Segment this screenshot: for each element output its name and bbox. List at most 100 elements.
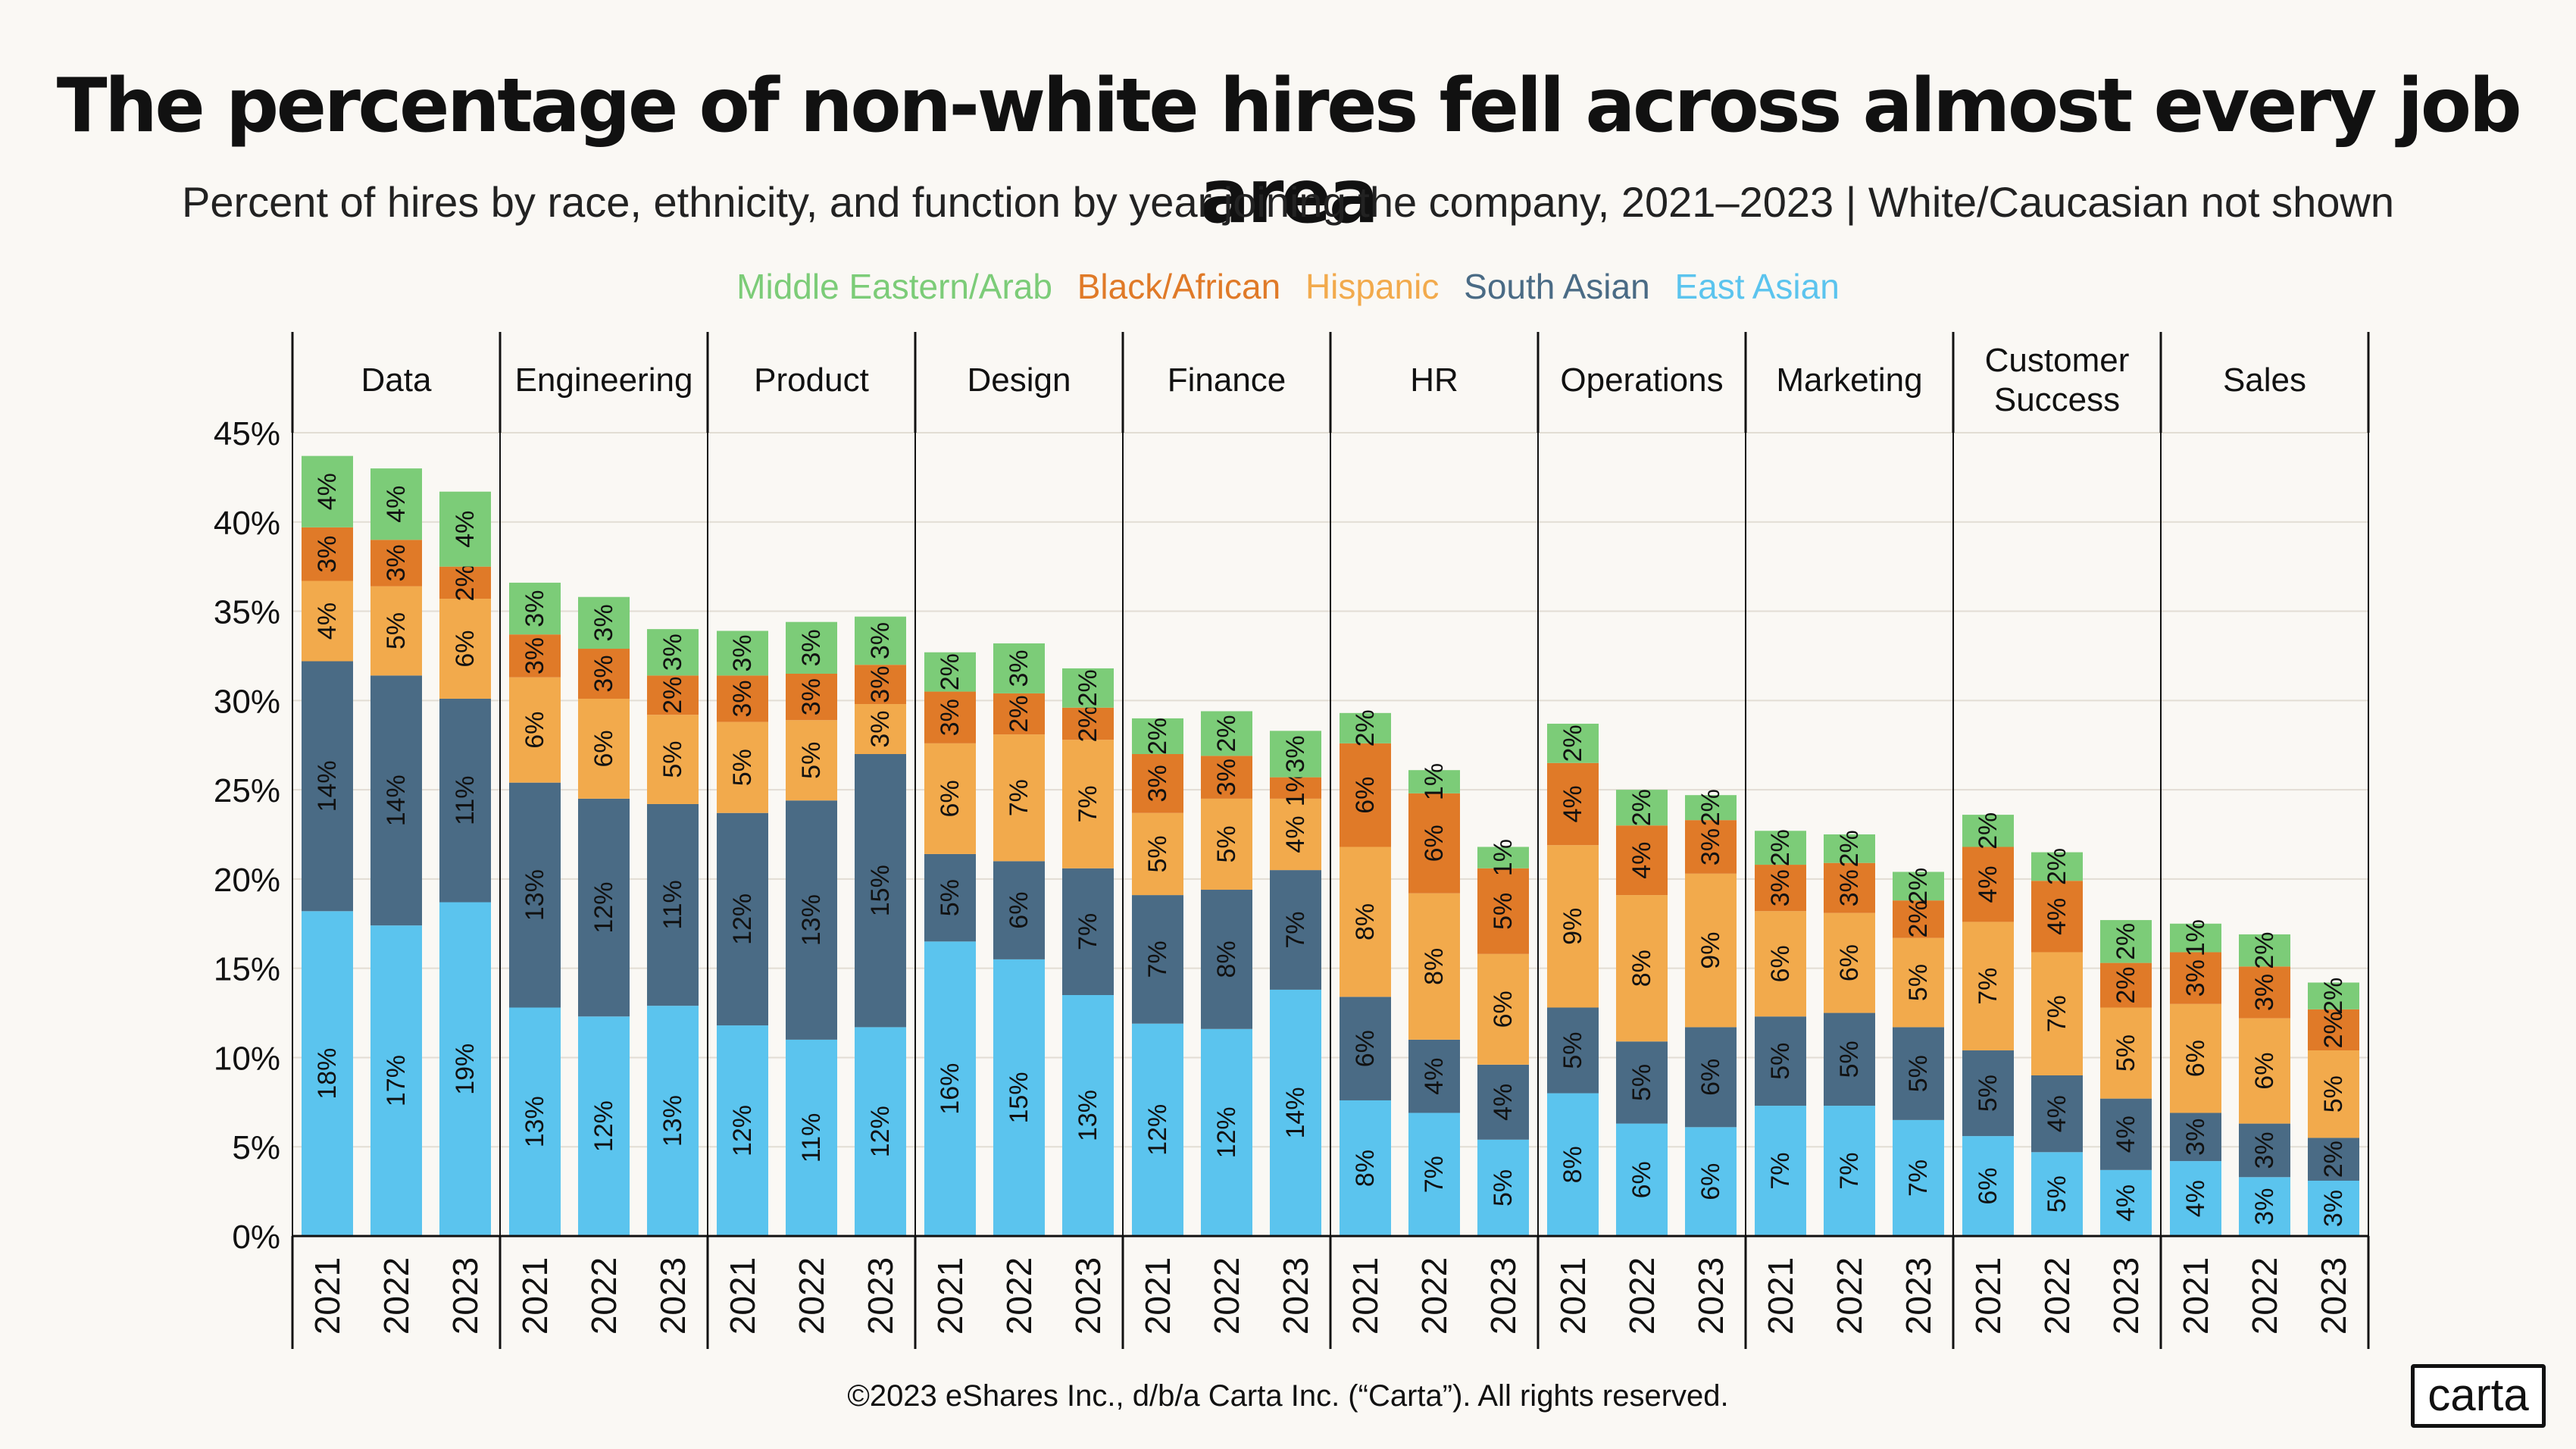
bar-segment: [924, 691, 976, 743]
data-label: 6%: [1489, 991, 1518, 1028]
data-label: 13%: [1074, 1090, 1102, 1141]
legend-item-middle-eastern: Middle Eastern/Arab: [736, 267, 1052, 306]
bar-segment: [1062, 868, 1114, 995]
data-label: 6%: [936, 780, 964, 817]
bar-segment: [2170, 1161, 2221, 1236]
x-tick-label: 2023: [861, 1257, 900, 1335]
data-label: 4%: [2112, 1116, 2140, 1153]
bar-segment: [1201, 711, 1252, 756]
data-label: 6%: [521, 712, 549, 749]
data-label: 6%: [589, 730, 618, 767]
bar-segment: [647, 1006, 699, 1236]
data-label: 1%: [1420, 763, 1449, 800]
bar-segment: [1547, 845, 1599, 1008]
data-label: 6%: [1696, 1163, 1725, 1200]
data-label: 3%: [2181, 1119, 2210, 1156]
bar-segment: [1132, 1023, 1183, 1236]
bar-segment: [2239, 1018, 2290, 1124]
bar-segment: [924, 743, 976, 854]
data-label: 2%: [1974, 812, 2002, 850]
bar-segment: [1132, 812, 1183, 896]
data-label: 9%: [1558, 908, 1587, 945]
x-tick-label: 2023: [1691, 1257, 1730, 1335]
bar-segment: [2170, 1003, 2221, 1113]
bar-segment: [1824, 1106, 1875, 1236]
data-label: 8%: [1627, 950, 1656, 987]
data-label: 6%: [1766, 945, 1795, 982]
data-label: 2%: [1143, 718, 1172, 755]
bar-segment: [1477, 847, 1529, 868]
chart-subtitle: Percent of hires by race, ethnicity, and…: [182, 178, 2394, 226]
x-tick-label: 2023: [1276, 1257, 1315, 1335]
data-label: 2%: [1904, 868, 1933, 905]
group-label: Success: [1994, 381, 2120, 418]
x-tick-label: 2021: [515, 1257, 555, 1335]
x-tick-label: 2023: [2314, 1257, 2353, 1335]
x-tick-label: 2021: [1968, 1257, 2008, 1335]
data-label: 3%: [382, 544, 411, 581]
data-label: 17%: [382, 1055, 411, 1106]
data-label: 2%: [1766, 829, 1795, 866]
bar-segment: [2031, 1152, 2083, 1236]
bar-segment: [647, 629, 699, 676]
bar-segment: [302, 455, 353, 527]
data-label: 7%: [1420, 1156, 1449, 1193]
y-tick-label: 35%: [214, 594, 280, 631]
x-tick-label: 2023: [653, 1257, 692, 1335]
bar-segment: [1408, 893, 1460, 1040]
data-label: 2%: [1074, 705, 1102, 742]
bar-segment: [1893, 872, 1944, 901]
data-label: 3%: [589, 604, 618, 641]
bar-segment: [2031, 881, 2083, 953]
bar-segment: [1340, 1100, 1391, 1236]
bar-segment: [439, 491, 491, 567]
bar-segment: [1547, 1093, 1599, 1236]
bar-segment: [1477, 868, 1529, 954]
bar-segment: [717, 1025, 768, 1236]
data-label: 3%: [1766, 869, 1795, 906]
data-label: 3%: [866, 666, 895, 703]
copyright-footer: ©2023 eShares Inc., d/b/a Carta Inc. (“C…: [847, 1379, 1729, 1413]
bar-segment: [1755, 1106, 1806, 1236]
data-label: 2%: [1074, 669, 1102, 706]
x-tick-label: 2021: [930, 1257, 970, 1335]
data-label: 2%: [1835, 830, 1864, 867]
bar-segment: [1547, 723, 1599, 763]
data-label: 9%: [1696, 932, 1725, 969]
bar-segment: [2308, 1050, 2359, 1138]
data-label: 5%: [1627, 1064, 1656, 1101]
data-label: 7%: [1281, 911, 1310, 948]
bar-segment: [2308, 1138, 2359, 1181]
x-tick-label: 2022: [1415, 1257, 1454, 1335]
data-label: 8%: [1420, 948, 1449, 985]
x-tick-label: 2022: [1207, 1257, 1246, 1335]
data-label: 5%: [2319, 1075, 2348, 1113]
data-label: 6%: [1005, 892, 1033, 929]
data-label: 1%: [1489, 839, 1518, 876]
data-label: 3%: [866, 622, 895, 659]
data-label: 5%: [1489, 1169, 1518, 1206]
bar-segment: [1340, 997, 1391, 1100]
data-label: 6%: [1696, 1059, 1725, 1096]
data-label: 3%: [866, 710, 895, 747]
data-label: 3%: [313, 536, 342, 573]
y-tick-label: 40%: [214, 505, 280, 542]
bar-segment: [1755, 865, 1806, 912]
data-label: 12%: [589, 1100, 618, 1152]
bar-segment: [1962, 847, 2014, 922]
bar-segment: [1616, 1123, 1668, 1236]
bar-segment: [2031, 952, 2083, 1075]
x-tick-label: 2023: [445, 1257, 485, 1335]
bar-segment: [1340, 712, 1391, 743]
data-label: 11%: [797, 1113, 826, 1163]
data-label: 3%: [2181, 959, 2210, 997]
bar-segment: [302, 911, 353, 1236]
data-label: 3%: [521, 590, 549, 627]
x-tick-label: 2023: [1899, 1257, 1938, 1335]
data-label: 3%: [1696, 828, 1725, 865]
group-label: Marketing: [1776, 361, 1922, 399]
data-label: 6%: [2250, 1053, 2279, 1090]
bar-segment: [370, 925, 422, 1236]
group-label: Engineering: [515, 361, 693, 399]
data-label: 2%: [1005, 695, 1033, 732]
